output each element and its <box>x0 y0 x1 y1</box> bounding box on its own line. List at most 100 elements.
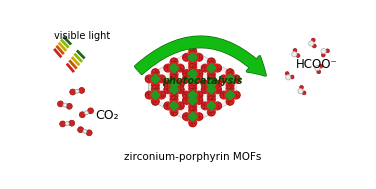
Circle shape <box>172 86 176 89</box>
Ellipse shape <box>170 96 178 104</box>
Circle shape <box>226 77 230 81</box>
Circle shape <box>171 74 174 78</box>
Circle shape <box>164 103 168 106</box>
Circle shape <box>220 93 223 97</box>
Circle shape <box>174 88 178 92</box>
Circle shape <box>200 56 203 59</box>
Ellipse shape <box>158 91 165 99</box>
Circle shape <box>191 69 195 73</box>
Circle shape <box>154 85 157 88</box>
Ellipse shape <box>195 75 203 83</box>
Circle shape <box>218 105 221 109</box>
Circle shape <box>230 85 233 89</box>
Circle shape <box>164 81 168 85</box>
Circle shape <box>146 78 149 82</box>
Circle shape <box>211 58 214 62</box>
Ellipse shape <box>202 86 209 94</box>
Circle shape <box>193 107 196 110</box>
Circle shape <box>171 74 174 78</box>
Circle shape <box>317 70 321 74</box>
Circle shape <box>191 112 195 116</box>
Circle shape <box>146 76 149 79</box>
Circle shape <box>199 100 202 103</box>
Circle shape <box>164 66 167 70</box>
Circle shape <box>190 85 193 89</box>
Circle shape <box>220 92 224 95</box>
Circle shape <box>210 96 213 100</box>
Circle shape <box>172 104 176 108</box>
Circle shape <box>209 80 213 84</box>
Circle shape <box>285 75 291 80</box>
Ellipse shape <box>208 70 215 78</box>
Circle shape <box>183 54 186 58</box>
Circle shape <box>75 89 79 93</box>
Circle shape <box>326 49 329 53</box>
Circle shape <box>152 69 156 73</box>
Circle shape <box>202 81 205 85</box>
Circle shape <box>183 57 186 60</box>
Circle shape <box>174 74 177 78</box>
Circle shape <box>202 68 205 71</box>
Ellipse shape <box>208 80 215 87</box>
Circle shape <box>190 101 193 105</box>
Circle shape <box>170 82 174 86</box>
Circle shape <box>218 84 221 87</box>
Circle shape <box>202 105 205 109</box>
Circle shape <box>174 104 178 108</box>
Circle shape <box>79 112 85 118</box>
Circle shape <box>227 101 230 105</box>
Circle shape <box>172 68 176 72</box>
Circle shape <box>172 91 176 94</box>
Circle shape <box>193 64 196 67</box>
Circle shape <box>191 80 194 84</box>
Circle shape <box>209 106 213 110</box>
Circle shape <box>79 88 85 93</box>
Circle shape <box>218 66 221 70</box>
Circle shape <box>180 68 184 71</box>
Text: HCOO⁻: HCOO⁻ <box>296 58 338 71</box>
Text: CO₂: CO₂ <box>96 109 119 122</box>
Circle shape <box>83 129 87 133</box>
Circle shape <box>190 64 193 67</box>
Ellipse shape <box>183 70 190 77</box>
Circle shape <box>191 102 194 105</box>
Circle shape <box>202 84 205 87</box>
Circle shape <box>208 80 212 83</box>
Circle shape <box>193 64 196 67</box>
Circle shape <box>209 90 213 94</box>
Circle shape <box>191 79 195 83</box>
Circle shape <box>191 123 194 127</box>
Circle shape <box>183 116 186 120</box>
Circle shape <box>191 53 195 57</box>
Circle shape <box>180 105 184 109</box>
Ellipse shape <box>189 107 197 114</box>
Circle shape <box>209 64 213 68</box>
Circle shape <box>200 77 203 81</box>
Circle shape <box>182 77 186 81</box>
Circle shape <box>199 54 202 58</box>
Circle shape <box>171 58 174 62</box>
Circle shape <box>155 85 158 89</box>
Circle shape <box>228 77 232 81</box>
Circle shape <box>285 72 289 76</box>
Circle shape <box>319 64 323 68</box>
Circle shape <box>201 104 205 108</box>
Circle shape <box>182 99 186 102</box>
Circle shape <box>183 76 186 79</box>
Circle shape <box>199 95 202 98</box>
Circle shape <box>180 89 184 93</box>
Circle shape <box>193 115 197 119</box>
Circle shape <box>191 90 194 94</box>
Circle shape <box>164 68 168 71</box>
Ellipse shape <box>170 108 178 116</box>
Circle shape <box>199 76 202 79</box>
Circle shape <box>190 48 193 51</box>
Circle shape <box>191 63 194 67</box>
Circle shape <box>190 85 193 89</box>
Ellipse shape <box>232 75 240 83</box>
Text: photocatalysis: photocatalysis <box>162 76 242 86</box>
Circle shape <box>199 73 202 77</box>
Circle shape <box>191 98 195 102</box>
Ellipse shape <box>202 102 209 110</box>
Circle shape <box>155 69 158 73</box>
